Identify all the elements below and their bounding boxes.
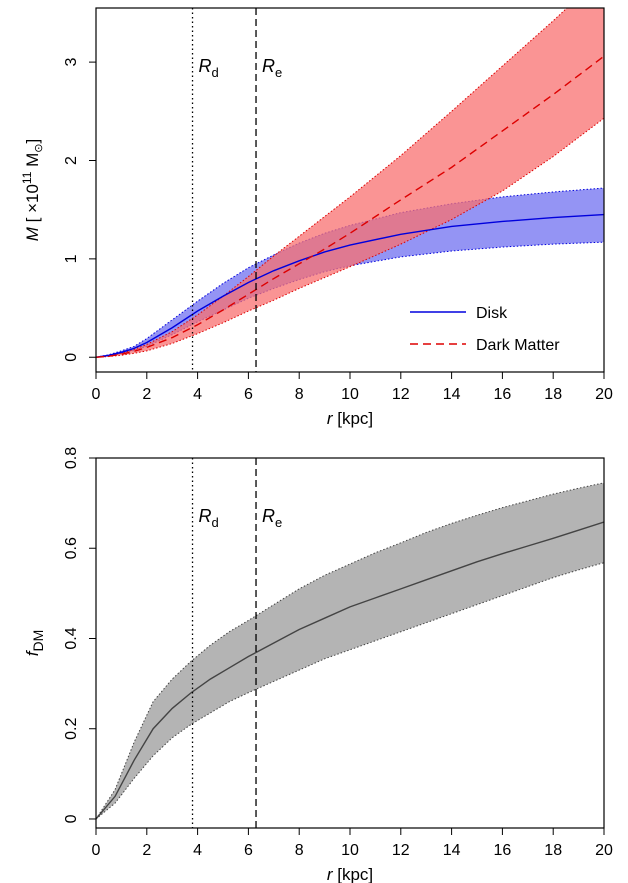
- x-tick-label: 2: [142, 842, 151, 859]
- y-tick-label: 0.6: [63, 537, 80, 559]
- x-axis-label: r [kpc]: [327, 409, 373, 428]
- vline-label-rd: Rd: [199, 56, 219, 80]
- y-tick-label: 0.2: [63, 718, 80, 740]
- vline-label-rd: Rd: [199, 506, 219, 530]
- x-tick-label: 8: [295, 386, 304, 403]
- plot-area: [96, 482, 604, 820]
- x-tick-label: 4: [193, 386, 202, 403]
- y-tick-label: 3: [63, 58, 80, 67]
- y-tick-label: 2: [63, 156, 80, 165]
- y-axis-label: fDM: [23, 630, 46, 657]
- x-axis-label: r [kpc]: [327, 865, 373, 883]
- series-0-line: [96, 521, 604, 820]
- y-axis-label: M [ ×1011 M⊙]: [20, 139, 45, 242]
- vline-label-re: Re: [262, 56, 282, 80]
- legend: Disk Dark Matter: [410, 305, 560, 354]
- vline-label-re: Re: [262, 506, 282, 530]
- x-tick-label: 20: [595, 386, 613, 403]
- y-tick-label: 0: [63, 814, 80, 823]
- series-0-uncertainty-band: [96, 482, 604, 820]
- x-tick-label: 14: [443, 386, 461, 403]
- disk-line: [96, 213, 604, 358]
- y-tick-label: 1: [63, 254, 80, 263]
- x-tick-label: 16: [494, 842, 512, 859]
- x-tick-label: 18: [544, 842, 562, 859]
- legend-label: Dark Matter: [476, 337, 560, 354]
- legend-label: Disk: [476, 305, 508, 322]
- x-tick-label: 10: [341, 842, 359, 859]
- x-tick-label: 20: [595, 842, 613, 859]
- dm-fraction-panel: Rd Re 0 2 4 6 8 10 12 14 16 18 20 0 0.2 0.4 0.6 0.8 r [kpc…: [23, 447, 613, 883]
- x-tick-label: 0: [92, 842, 101, 859]
- y-tick-label: 0: [63, 353, 80, 362]
- x-tick-label: 16: [494, 386, 512, 403]
- x-tick-label: 12: [392, 386, 410, 403]
- dark-matter-uncertainty-band: [96, 8, 604, 358]
- y-tick-label: 0.4: [63, 627, 80, 649]
- x-tick-label: 2: [142, 386, 151, 403]
- x-tick-label: 0: [92, 386, 101, 403]
- x-tick-label: 10: [341, 386, 359, 403]
- x-tick-label: 4: [193, 842, 202, 859]
- x-tick-label: 8: [295, 842, 304, 859]
- dark-matter-line: [96, 55, 604, 358]
- y-tick-label: 0.8: [63, 447, 80, 469]
- x-tick-label: 6: [244, 842, 253, 859]
- x-tick-label: 14: [443, 842, 461, 859]
- x-tick-label: 12: [392, 842, 410, 859]
- plot-area: [96, 8, 604, 358]
- x-tick-label: 6: [244, 386, 253, 403]
- x-tick-label: 18: [544, 386, 562, 403]
